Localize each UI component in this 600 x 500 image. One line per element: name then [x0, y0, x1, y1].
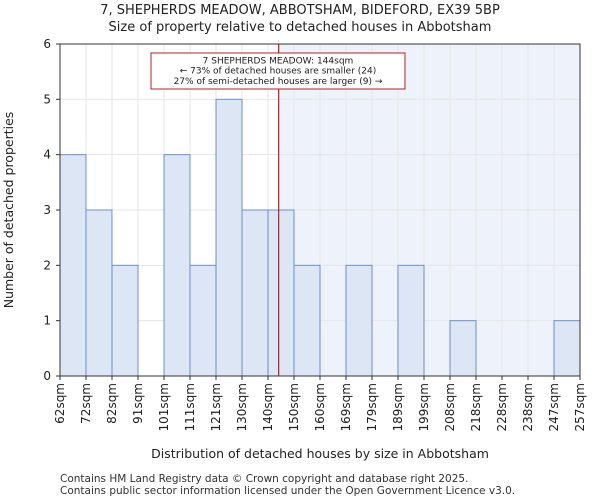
- y-tick-label: 1: [43, 314, 51, 328]
- histogram-bar: [189, 264, 217, 377]
- x-tick-label: 199sqm: [417, 383, 431, 431]
- x-tick-label: 228sqm: [495, 383, 509, 431]
- histogram-bar: [397, 264, 425, 377]
- x-tick-label: 130sqm: [235, 383, 249, 431]
- x-tick-label: 140sqm: [261, 383, 275, 431]
- x-tick-label: 208sqm: [443, 383, 457, 431]
- y-tick-label: 4: [43, 148, 51, 162]
- chart-subtitle: Size of property relative to detached ho…: [108, 20, 492, 35]
- x-tick-label: 101sqm: [157, 383, 171, 431]
- y-axis-label: Number of detached properties: [1, 112, 16, 309]
- x-axis-label: Distribution of detached houses by size …: [151, 446, 489, 461]
- histogram-bar: [293, 264, 321, 377]
- x-tick-label: 218sqm: [469, 383, 483, 431]
- footer-line-1: Contains HM Land Registry data © Crown c…: [60, 473, 469, 485]
- annotation-box: [150, 52, 406, 90]
- histogram-bar: [241, 209, 269, 377]
- x-tick-label: 169sqm: [339, 383, 353, 431]
- y-tick-label: 3: [43, 203, 51, 217]
- x-tick-label: 72sqm: [79, 383, 93, 424]
- histogram-bar: [163, 154, 191, 377]
- y-tick-label: 5: [43, 92, 51, 106]
- x-tick-label: 160sqm: [313, 383, 327, 431]
- x-tick-label: 82sqm: [105, 383, 119, 424]
- histogram-bar: [345, 264, 373, 377]
- y-tick-label: 0: [43, 369, 51, 383]
- x-tick-label: 62sqm: [53, 383, 67, 424]
- chart-title: 7, SHEPHERDS MEADOW, ABBOTSHAM, BIDEFORD…: [100, 3, 500, 18]
- histogram-bar: [449, 320, 477, 377]
- histogram-bar: [59, 154, 87, 377]
- y-tick-label: 2: [43, 258, 51, 272]
- x-tick-label: 111sqm: [183, 383, 197, 431]
- footer-line-2: Contains public sector information licen…: [60, 485, 516, 497]
- x-tick-label: 121sqm: [209, 383, 223, 431]
- y-tick-label: 6: [43, 37, 51, 51]
- annotation-line: ← 73% of detached houses are smaller (24…: [180, 67, 377, 77]
- x-tick-label: 91sqm: [131, 383, 145, 424]
- x-tick-label: 238sqm: [521, 383, 535, 431]
- x-tick-label: 189sqm: [391, 383, 405, 431]
- histogram-chart: 0 1 2 3 4 5 6 62sqm 72sqm 82sqm 91sqm 101sqm 111sqm 1…: [1, 37, 587, 461]
- histogram-bar: [85, 209, 113, 377]
- annotation-line: 7 SHEPHERDS MEADOW: 144sqm: [203, 57, 354, 67]
- histogram-bar: [111, 264, 139, 377]
- histogram-bar: [553, 320, 581, 377]
- histogram-bar: [267, 209, 295, 377]
- x-tick-label: 247sqm: [547, 383, 561, 431]
- annotation-line: 27% of semi-detached houses are larger (…: [174, 77, 383, 87]
- x-tick-label: 179sqm: [365, 383, 379, 431]
- x-tick-label: 150sqm: [287, 383, 301, 431]
- x-tick-label: 257sqm: [573, 383, 587, 431]
- histogram-bar: [215, 98, 243, 377]
